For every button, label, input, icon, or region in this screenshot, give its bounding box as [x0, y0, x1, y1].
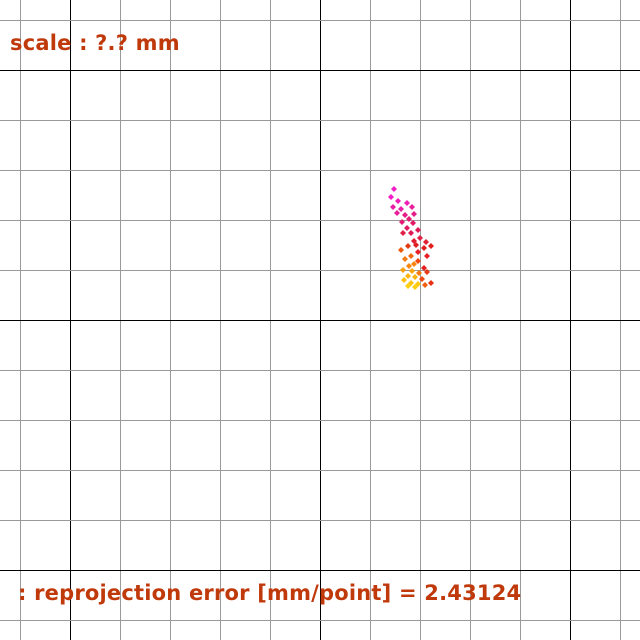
calibration-point	[405, 273, 411, 279]
calibration-point	[417, 235, 423, 241]
calibration-point	[424, 269, 430, 275]
calibration-point	[391, 186, 397, 192]
calibration-point	[398, 247, 404, 253]
calibration-point	[416, 270, 422, 276]
calibration-point	[406, 216, 412, 222]
calibration-point	[428, 243, 434, 249]
calibration-point	[428, 280, 434, 286]
calibration-point	[401, 277, 407, 283]
calibration-point	[423, 239, 429, 245]
calibration-point	[390, 204, 396, 210]
calibration-point	[415, 249, 421, 255]
calibration-point	[394, 210, 400, 216]
calibration-point	[413, 242, 419, 248]
calibration-point	[412, 274, 418, 280]
calibration-point	[402, 212, 408, 218]
calibration-point	[398, 206, 404, 212]
calibration-point	[411, 211, 417, 217]
calibration-point	[424, 253, 430, 259]
calibration-point	[404, 225, 410, 231]
calibration-point	[402, 256, 408, 262]
scale-label: scale : ?.? mm	[10, 31, 180, 55]
calibration-point	[422, 282, 428, 288]
calibration-point	[408, 230, 414, 236]
calibration-point	[421, 265, 427, 271]
calibration-point	[405, 283, 411, 289]
calibration-point	[409, 268, 415, 274]
calibration-point	[415, 258, 421, 264]
calibration-point	[421, 245, 427, 251]
calibration-point	[395, 198, 401, 204]
calibration-point	[399, 219, 405, 225]
calibration-point	[419, 276, 425, 282]
calibration-point	[412, 284, 418, 290]
calibration-point	[404, 200, 410, 206]
reprojection-error-label: : reprojection error [mm/point] = 2.4312…	[18, 581, 522, 605]
calibration-point	[388, 194, 394, 200]
calibration-point	[405, 243, 411, 249]
calibration-point	[415, 227, 421, 233]
calibration-point	[411, 261, 417, 267]
calibration-point	[410, 220, 416, 226]
calibration-point	[400, 230, 406, 236]
calibration-point	[409, 204, 415, 210]
calibration-point	[400, 267, 406, 273]
calibration-point	[408, 253, 414, 259]
calibration-point	[406, 263, 412, 269]
